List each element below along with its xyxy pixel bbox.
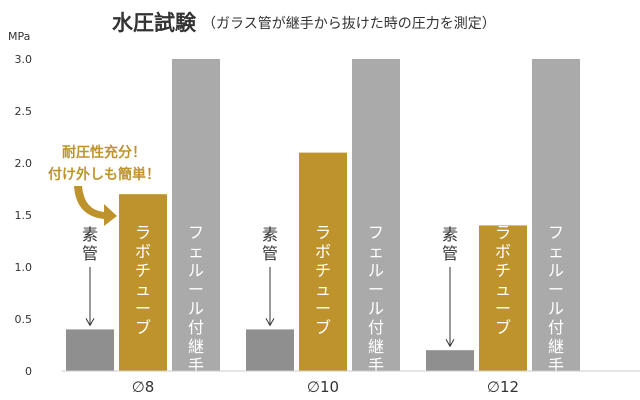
callout-annotation: 耐圧性充分！ 付け外しも簡単！ bbox=[48, 144, 160, 226]
raw-tube-arrows bbox=[85, 267, 455, 348]
bar bbox=[426, 350, 474, 371]
series-label: ラボチューブ bbox=[315, 223, 331, 337]
bar bbox=[172, 59, 220, 371]
series-label: ラボチューブ bbox=[495, 223, 511, 337]
bar bbox=[119, 194, 167, 371]
bar bbox=[532, 59, 580, 371]
callout-arrow bbox=[74, 186, 117, 226]
series-label: フェルール付継手 bbox=[548, 223, 564, 375]
bar bbox=[352, 59, 400, 371]
bar-labels-layer: 素管 ラボチューブ フェルール付継手 素管 ラボチューブ フェルール付継手 素管 ラボチューブ… bbox=[82, 223, 564, 375]
bar bbox=[246, 329, 294, 371]
y-axis-ticks: 0 0.5 1.0 1.5 2.0 2.5 3.0 bbox=[15, 53, 33, 378]
series-label: フェルール付継手 bbox=[188, 223, 204, 375]
series-label: フェルール付継手 bbox=[368, 223, 384, 375]
y-tick-label: 1.0 bbox=[15, 261, 33, 274]
x-category-label: ∅8 bbox=[132, 378, 155, 396]
pointer-arrowhead bbox=[265, 318, 275, 327]
pointer-arrowhead bbox=[445, 338, 455, 348]
series-label: 素管 bbox=[442, 225, 458, 263]
x-category-label: ∅10 bbox=[307, 378, 339, 396]
x-axis-category-labels: ∅8 ∅10 ∅12 bbox=[132, 378, 519, 396]
chart-title-text: 水圧試験 bbox=[112, 11, 197, 35]
series-label: 素管 bbox=[262, 225, 278, 263]
y-tick-label: 0.5 bbox=[15, 313, 33, 326]
series-label: 素管 bbox=[82, 225, 98, 263]
bars-layer bbox=[66, 59, 580, 371]
annotation-line: 付け外しも簡単！ bbox=[48, 166, 160, 183]
x-category-label: ∅12 bbox=[487, 378, 519, 396]
series-label: ラボチューブ bbox=[135, 223, 151, 337]
y-tick-label: 2.0 bbox=[15, 157, 33, 170]
bar bbox=[66, 329, 114, 371]
chart-title: 水圧試験 （ガラス管が継手から抜けた時の圧力を測定） bbox=[112, 11, 496, 35]
bar bbox=[479, 225, 527, 371]
y-tick-label: 0 bbox=[25, 365, 32, 378]
annotation-line: 耐圧性充分！ bbox=[62, 144, 146, 161]
pointer-arrowhead bbox=[85, 318, 95, 327]
y-tick-label: 3.0 bbox=[15, 53, 33, 66]
y-tick-label: 1.5 bbox=[15, 209, 33, 222]
y-tick-label: 2.5 bbox=[15, 105, 33, 118]
y-axis-unit-label: MPa bbox=[8, 30, 30, 43]
bar bbox=[299, 152, 347, 371]
chart-subtitle: （ガラス管が継手から抜けた時の圧力を測定） bbox=[202, 16, 496, 32]
